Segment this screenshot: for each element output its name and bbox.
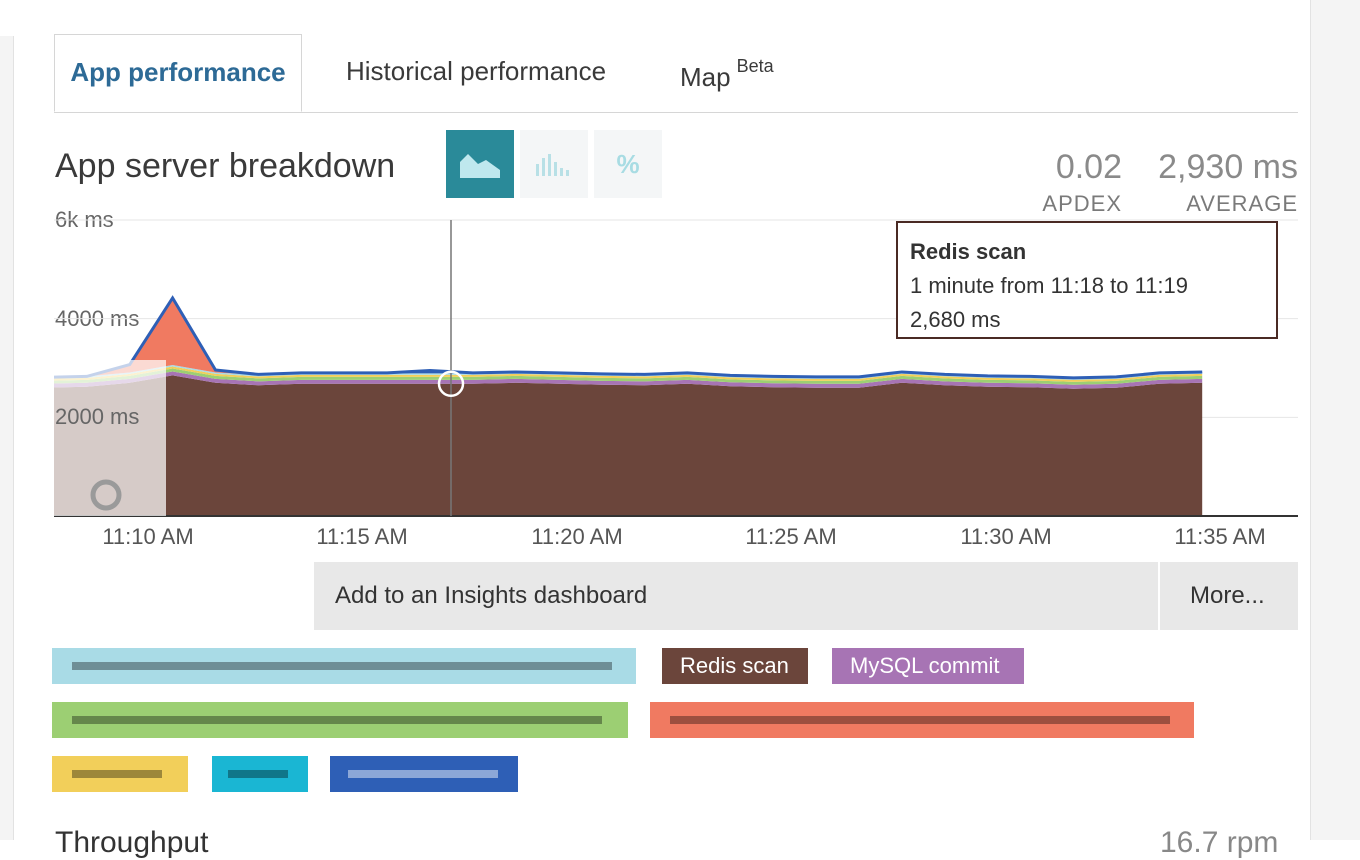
tab-label: Historical performance [346,56,607,86]
add-to-insights-label: Add to an Insights dashboard [335,582,648,609]
average-label: AVERAGE [1186,191,1298,216]
total-line [54,295,1203,380]
tab-map-label: Map [680,62,731,92]
chart-tooltip: Redis scan 1 minute from 11:18 to 11:19 … [896,221,1278,339]
legend-item[interactable] [212,756,308,792]
x-tick-label: 11:25 AM [745,524,837,549]
left-panel-edge [0,36,14,840]
tooltip-title: Redis scan [910,239,1027,264]
obscured-label [72,770,162,778]
apdex-value: 0.02 [1055,148,1122,186]
x-tick-label: 11:10 AM [102,524,194,549]
obscured-label [348,770,498,778]
area-chart[interactable] [54,210,1298,522]
x-tick-label: 11:35 AM [1174,524,1266,549]
x-tick-label: 11:20 AM [531,524,623,549]
right-panel-edge [1310,0,1360,840]
series-area [54,371,1203,389]
tab-bar: App performance Historical performance M… [54,34,1298,113]
beta-badge: Beta [736,56,774,76]
obscured-label [72,662,612,670]
percent-icon: % [616,148,640,179]
add-to-insights-button[interactable]: Add to an Insights dashboard [314,562,1156,630]
throughput-value: 16.7 rpm [1160,826,1279,859]
y-tick-label: 2000 ms [55,404,140,429]
apdex-metric: 0.02 APDEX [1030,148,1122,217]
average-metric: 2,930 ms AVERAGE [1140,148,1298,217]
area-chart-icon [460,154,500,178]
legend-item-redis-scan[interactable]: Redis scan [662,648,808,684]
series-area [54,368,1203,385]
partial-data-overlay [54,360,166,516]
x-tick-label: 11:15 AM [316,524,408,549]
tooltip-value: 2,680 ms [910,307,1001,332]
legend-label: Redis scan [680,653,789,678]
legend-item[interactable] [330,756,518,792]
series-area [54,375,1203,516]
more-label: More... [1190,582,1265,609]
tab-label: App performance [70,57,286,87]
obscured-label [72,716,602,724]
legend-label: MySQL commit [850,653,1000,678]
legend-item[interactable] [52,702,628,738]
area-view-button[interactable] [446,130,514,198]
obscured-label [228,770,288,778]
series-area [54,366,1203,382]
tab-map[interactable]: Map Beta [680,34,800,112]
hover-point [437,370,465,398]
percent-view-button[interactable]: % [594,130,662,198]
tab-app-performance[interactable]: App performance [54,34,302,112]
legend-item-mysql-commit[interactable]: MySQL commit [832,648,1024,684]
obscured-label [670,716,1170,724]
x-tick-label: 11:30 AM [960,524,1052,549]
tab-label: Map Beta [680,56,800,93]
more-button[interactable]: More... [1158,562,1300,630]
legend-item[interactable] [52,648,636,684]
legend-item[interactable] [650,702,1194,738]
chart-action-bar: Add to an Insights dashboard More... [314,562,1298,630]
bar-view-button[interactable] [520,130,588,198]
tab-historical-performance[interactable]: Historical performance [346,34,626,112]
throughput-title: Throughput [55,826,209,859]
average-value: 2,930 ms [1158,148,1298,186]
loading-spinner-icon [90,479,122,511]
apdex-label: APDEX [1042,191,1122,216]
tooltip-range: 1 minute from 11:18 to 11:19 [910,273,1189,298]
chart-title: App server breakdown [55,147,396,185]
legend-item[interactable] [52,756,188,792]
bar-chart-icon [536,154,569,176]
